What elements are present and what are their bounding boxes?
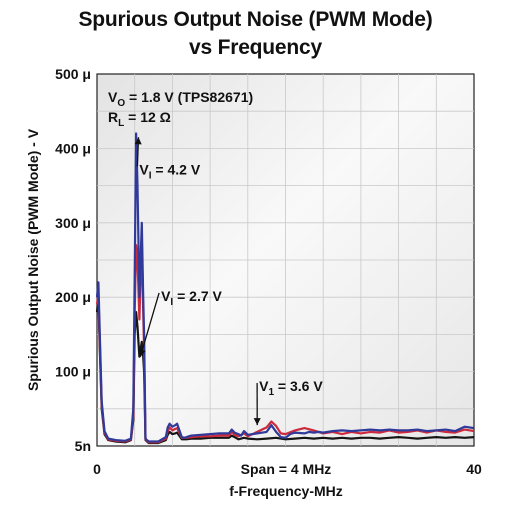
- x-tick-label: 40: [466, 461, 482, 477]
- condition-rl-rest: = 12 Ω: [124, 109, 171, 125]
- y-tick-label: 5n: [75, 438, 91, 454]
- annotation-label-1: VI = 4.2 V: [139, 161, 200, 181]
- conditions-label: VO = 1.8 V (TPS82671) RL = 12 Ω: [108, 89, 253, 129]
- annotation-arrowhead-1: [134, 137, 142, 145]
- y-tick-label: 400 μ: [55, 140, 91, 156]
- x-axis-ticks: 0 40: [93, 461, 482, 477]
- condition-rl-main: R: [108, 109, 118, 125]
- y-axis-label: Spurious Output Noise (PWM Mode) - V: [25, 128, 41, 391]
- annotation-arrowhead-3: [253, 418, 261, 426]
- chart-title: Spurious Output Noise (PWM Mode): [78, 8, 433, 31]
- y-tick-label: 300 μ: [55, 215, 91, 231]
- condition-rl-sub: L: [118, 118, 124, 129]
- annotations: VI = 4.2 V VI = 2.7 V V1 = 3.6 V: [134, 137, 323, 426]
- x-axis-label-span: Span = 4 MHz: [241, 461, 332, 477]
- grid: [97, 74, 474, 446]
- series-lines: [95, 132, 475, 445]
- condition-vo-rest: = 1.8 V (TPS82671): [125, 89, 253, 105]
- y-tick-label: 500 μ: [55, 66, 91, 82]
- x-tick-label: 0: [93, 461, 101, 477]
- condition-vo-main: V: [108, 89, 118, 105]
- y-tick-label: 200 μ: [55, 289, 91, 305]
- annotation-label-3: V1 = 3.6 V: [259, 378, 323, 398]
- y-tick-label: 100 μ: [55, 364, 91, 380]
- x-axis-label: f-Frequency-MHz: [229, 483, 343, 499]
- svg-text:VO = 1.8 V (TPS82671): VO = 1.8 V (TPS82671): [108, 89, 253, 109]
- annotation-arrowhead-2: [138, 349, 146, 357]
- condition-vo-sub: O: [117, 98, 125, 109]
- chart-subtitle: vs Frequency: [189, 36, 322, 59]
- annotation-label-2: VI = 2.7 V: [161, 288, 222, 308]
- annotation-arrow-2: [139, 292, 160, 357]
- y-axis-ticks: 5n 100 μ 200 μ 300 μ 400 μ 500 μ: [55, 66, 91, 454]
- series-line-1: [95, 132, 475, 443]
- svg-text:RL = 12 Ω: RL = 12 Ω: [108, 109, 171, 129]
